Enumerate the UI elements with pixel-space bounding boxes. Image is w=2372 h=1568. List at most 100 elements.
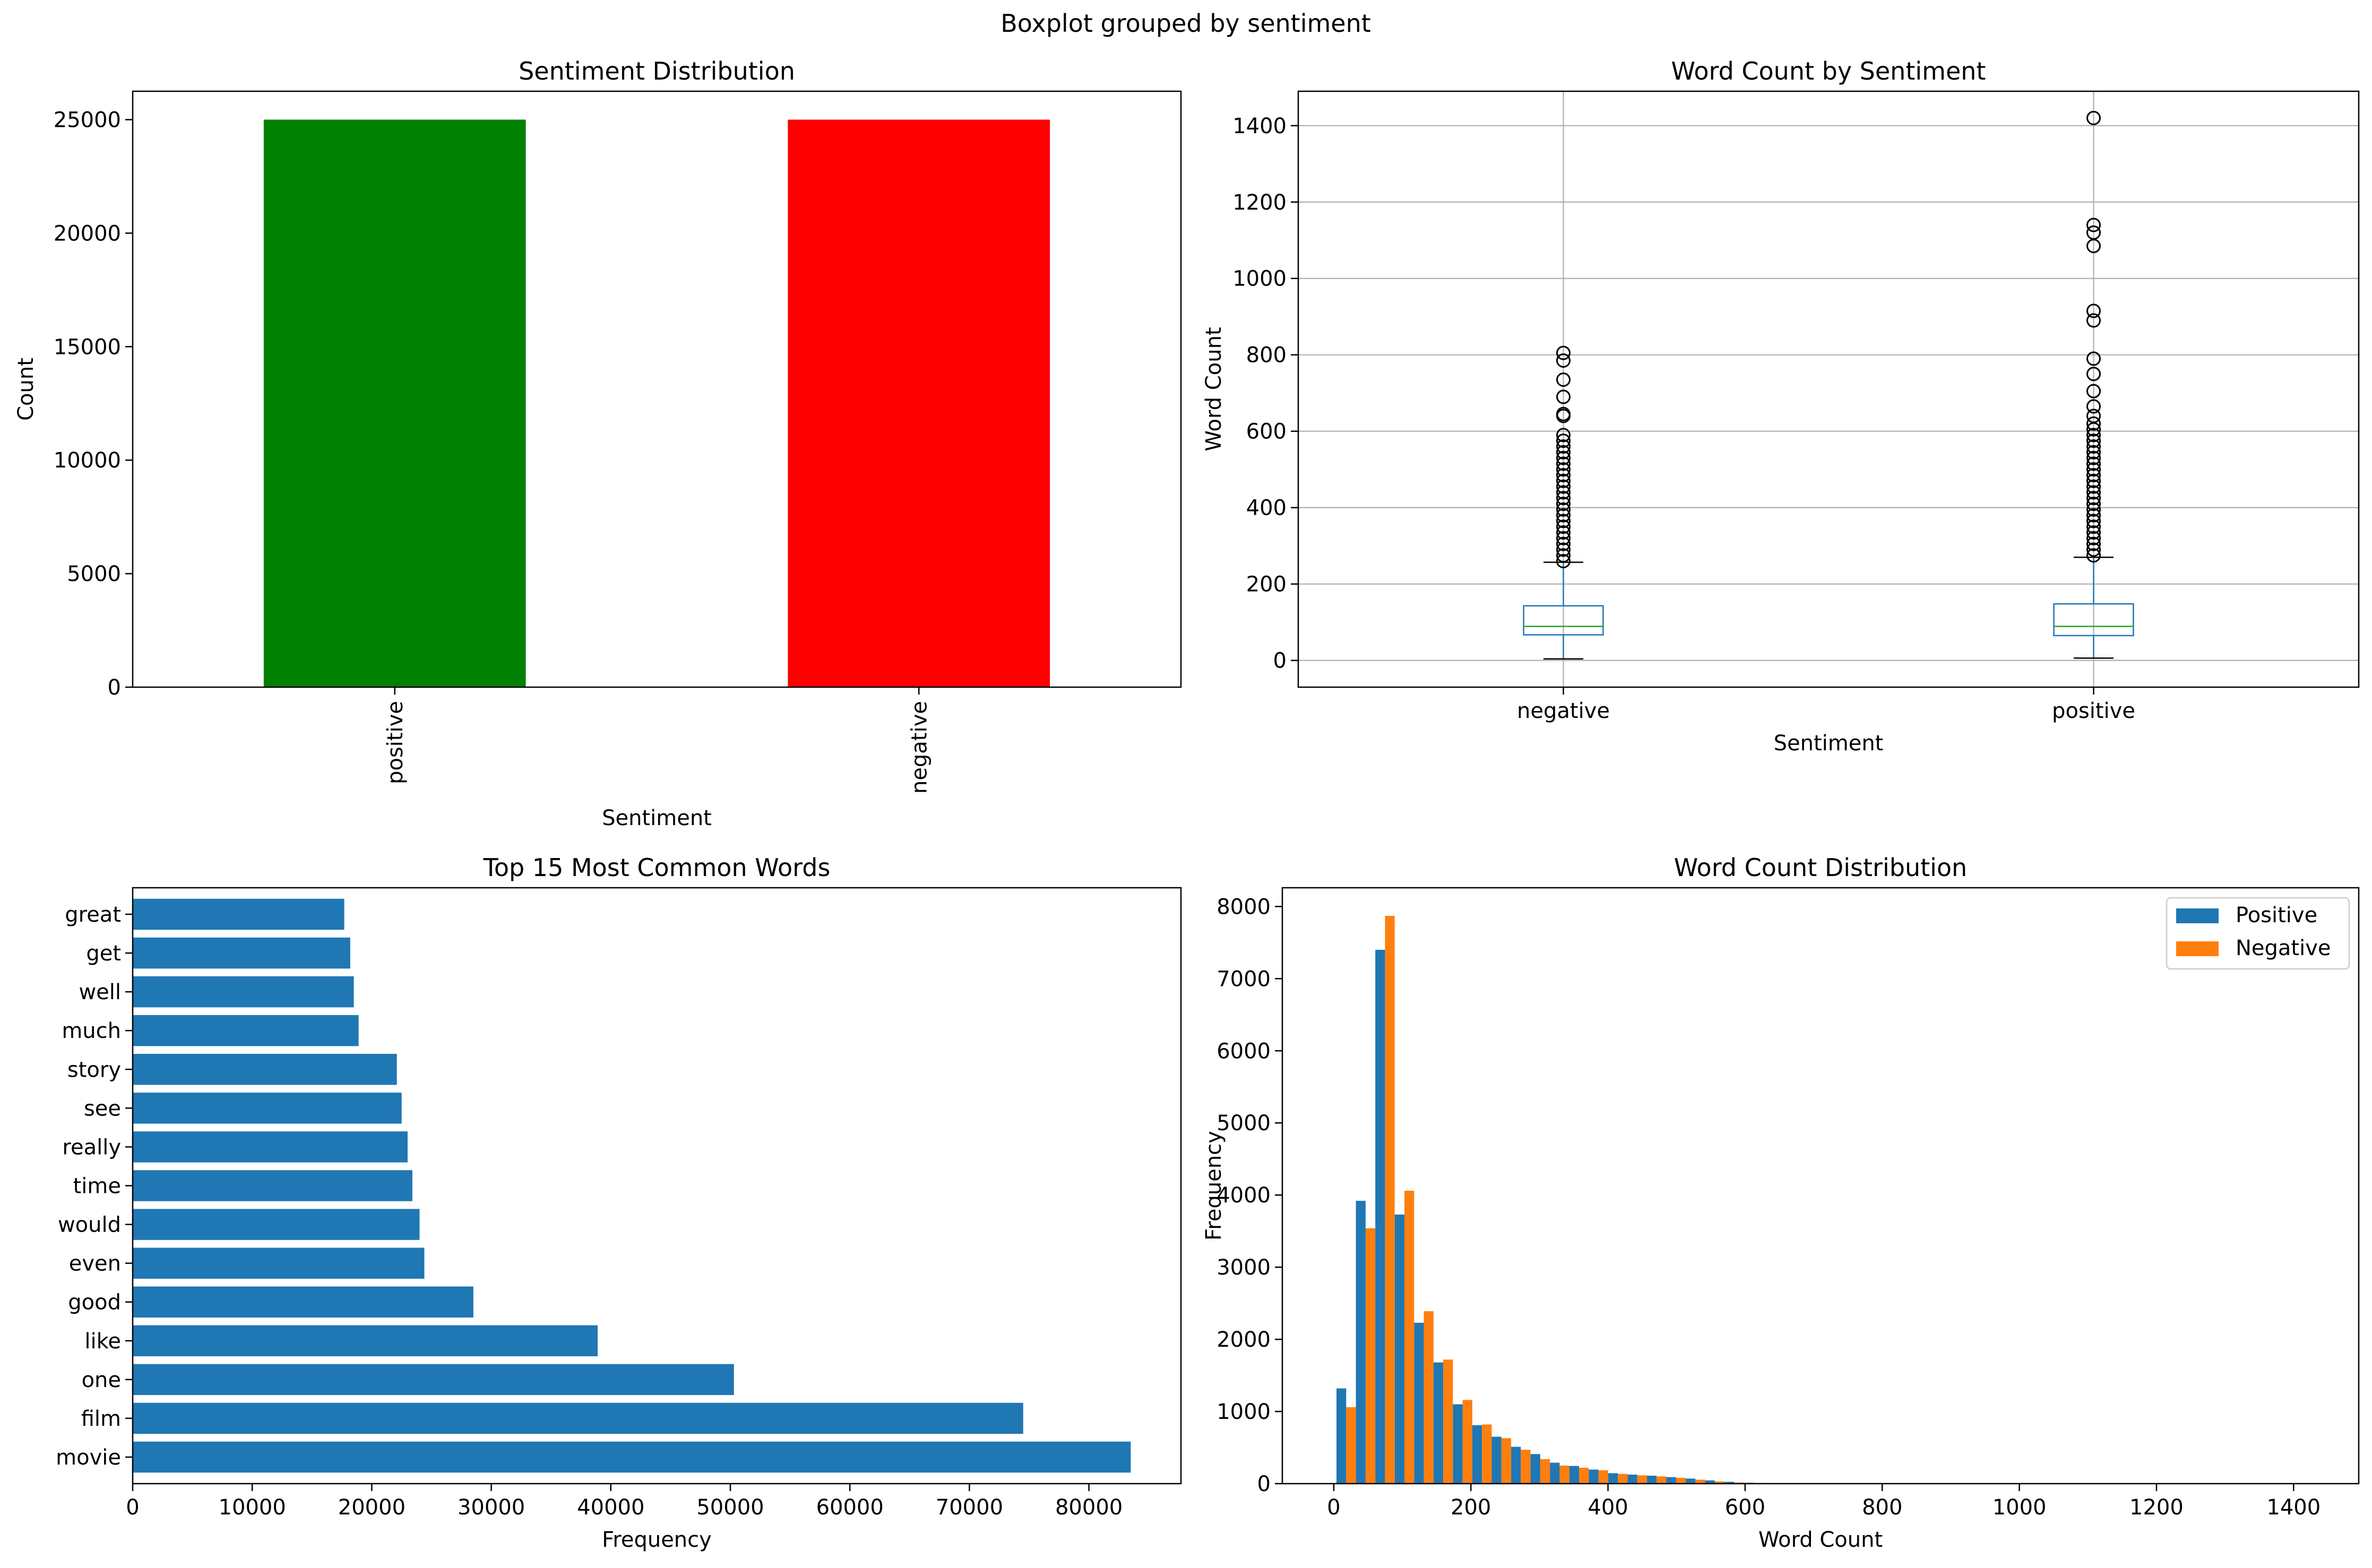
sentiment-title: Sentiment Distribution — [519, 57, 795, 85]
boxplot-outlier-positive — [2086, 110, 2101, 125]
sentiment-y-axis-label: Count — [14, 358, 38, 421]
hist-bar-positive — [1491, 1436, 1502, 1484]
hist-bar-positive — [1433, 1362, 1444, 1484]
hist-y-tick-label: 7000 — [1217, 967, 1271, 991]
boxplot-y-tick-label: 800 — [1246, 343, 1287, 368]
hist-bar-negative — [1482, 1424, 1492, 1484]
boxplot-box-positive — [2053, 603, 2134, 637]
topwords-y-tick-label: good — [68, 1290, 121, 1315]
boxplot-outlier-positive — [2086, 428, 2101, 443]
hist-bar-positive — [1646, 1476, 1657, 1484]
hist-bar-negative — [1579, 1468, 1589, 1484]
hist-bar-positive — [1394, 1214, 1404, 1484]
topwords-y-tick-label: story — [67, 1058, 121, 1082]
hist-bar-positive — [1530, 1454, 1540, 1484]
boxplot-outlier-negative — [1556, 473, 1571, 488]
hist-legend-swatch-negative — [2176, 941, 2219, 956]
sentiment-x-tick-label: negative — [907, 701, 931, 794]
topwords-bar-get — [133, 937, 350, 969]
topwords-y-tick-label: would — [58, 1213, 121, 1237]
hist-y-tick-label: 8000 — [1217, 895, 1271, 919]
hist-x-tick-label: 400 — [1588, 1495, 1628, 1520]
hist-x-tick-label: 800 — [1862, 1495, 1902, 1520]
boxplot-outlier-positive — [2086, 218, 2101, 232]
hist-x-tick-label: 1200 — [2129, 1495, 2184, 1520]
boxplot-outlier-positive — [2086, 502, 2101, 517]
sentiment-y-tick-label: 25000 — [54, 108, 121, 132]
boxplot-outlier-negative — [1556, 434, 1571, 448]
topwords-bar-story — [133, 1054, 397, 1085]
topwords-x-axis-label: Frequency — [602, 1528, 712, 1552]
hist-x-tick-label: 1000 — [1993, 1495, 2047, 1520]
word-count-boxplot-panel: 0 200 400 600 800 1000 1200 1400 negative positiv… — [1202, 57, 2360, 756]
topwords-y-tick-label: like — [84, 1329, 121, 1354]
boxplot-outlier-positive — [2086, 514, 2101, 529]
boxplot-outlier-negative — [1556, 525, 1571, 540]
hist-bar-negative — [1714, 1481, 1725, 1484]
boxplot-outlier-positive — [2086, 531, 2101, 545]
boxplot-outlier-negative — [1556, 519, 1571, 534]
boxplot-outlier-negative — [1556, 462, 1571, 477]
boxplot-outlier-positive — [2086, 351, 2101, 366]
boxplot-outlier-negative — [1556, 456, 1571, 471]
hist-bar-negative — [1676, 1478, 1686, 1484]
boxplot-outlier-negative — [1556, 496, 1571, 511]
topwords-x-tick-label: 10000 — [219, 1495, 286, 1520]
sentiment-y-tick-label: 20000 — [54, 221, 121, 246]
hist-bar-negative — [1559, 1466, 1569, 1484]
boxplot-outlier-negative — [1556, 353, 1571, 368]
hist-bar-positive — [1550, 1462, 1560, 1484]
figure-suptitle: Boxplot grouped by sentiment — [1000, 9, 1371, 38]
boxplot-outlier-negative — [1556, 467, 1571, 482]
sentiment-y-tick-label: 10000 — [54, 448, 121, 473]
topwords-bar-great — [133, 898, 344, 930]
sentiment-x-axis-label: Sentiment — [602, 806, 712, 830]
boxplot-y-tick-label: 200 — [1246, 573, 1287, 597]
boxplot-outlier-negative — [1556, 439, 1571, 454]
topwords-x-tick-label: 60000 — [816, 1495, 884, 1520]
hist-y-tick-label: 1000 — [1217, 1400, 1271, 1424]
boxplot-y-tick-label: 0 — [1273, 649, 1287, 673]
top-words-panel: 0 10000 20000 30000 40000 50000 60000 70000 8000… — [56, 853, 1182, 1552]
boxplot-y-tick-label: 1200 — [1232, 190, 1287, 215]
word-count-histogram-panel: 0 1000 2000 3000 4000 5000 6000 7000 8000 0 200 400… — [1202, 853, 2360, 1552]
topwords-bar-one — [133, 1364, 734, 1396]
boxplot-outlier-negative — [1556, 553, 1571, 568]
hist-bar-positive — [1511, 1446, 1521, 1484]
sentiment-axes-frame — [132, 90, 1182, 688]
boxplot-outlier-negative — [1556, 445, 1571, 460]
topwords-x-tick-label: 80000 — [1055, 1495, 1123, 1520]
topwords-y-tick-label: movie — [56, 1445, 121, 1470]
hist-y-tick-label: 4000 — [1217, 1183, 1271, 1208]
boxplot-outlier-positive — [2086, 491, 2101, 506]
topwords-x-tick-label: 40000 — [577, 1495, 644, 1520]
hist-legend-label-negative: Negative — [2236, 936, 2331, 960]
hist-x-axis-label: Word Count — [1758, 1528, 1883, 1552]
hist-y-tick-label: 0 — [1257, 1472, 1271, 1496]
hist-bar-positive — [1686, 1478, 1696, 1484]
topwords-y-tick-label: really — [62, 1135, 121, 1159]
boxplot-outlier-positive — [2086, 496, 2101, 511]
hist-bar-positive — [1375, 949, 1385, 1484]
topwords-bar-even — [133, 1248, 425, 1279]
hist-bar-negative — [1521, 1450, 1531, 1484]
hist-bar-negative — [1443, 1359, 1453, 1484]
boxplot-outlier-negative — [1556, 428, 1571, 443]
hist-bar-negative — [1365, 1228, 1376, 1484]
hist-bar-negative — [1695, 1479, 1705, 1484]
boxplot-y-tick-label: 1400 — [1232, 114, 1287, 138]
hist-x-tick-label: 600 — [1725, 1495, 1765, 1520]
boxplot-outlier-positive — [2086, 384, 2101, 399]
hist-bar-positive — [1724, 1482, 1735, 1484]
boxplot-y-tick-label: 600 — [1246, 420, 1287, 444]
topwords-y-tick-label: great — [65, 903, 121, 927]
boxplot-outlier-negative — [1556, 514, 1571, 529]
boxplot-outlier-negative — [1556, 389, 1571, 404]
topwords-y-tick-label: much — [62, 1019, 121, 1043]
topwords-y-tick-label: see — [84, 1096, 121, 1121]
topwords-bar-much — [133, 1015, 359, 1046]
boxplot-outlier-negative — [1556, 531, 1571, 545]
topwords-bar-like — [133, 1325, 598, 1357]
hist-bar-positive — [1608, 1473, 1618, 1484]
boxplot-outlier-positive — [2086, 451, 2101, 465]
